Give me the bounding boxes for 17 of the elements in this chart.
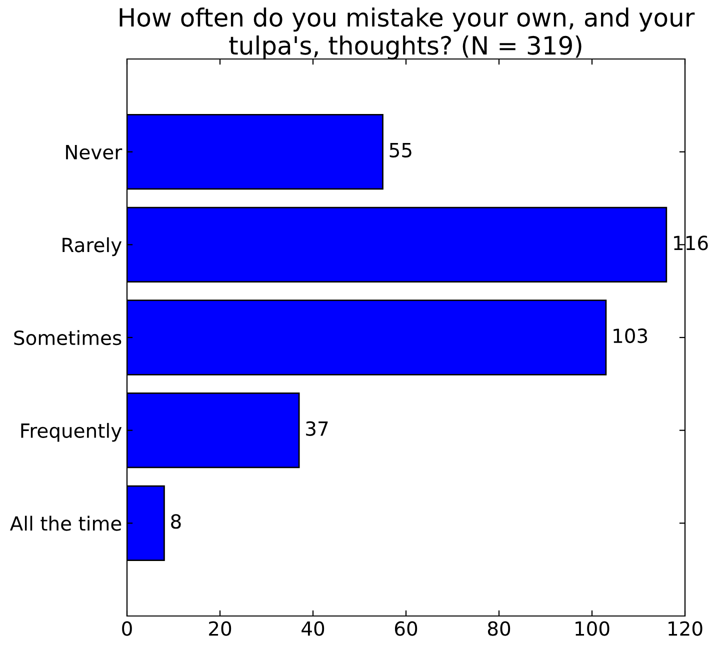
x-tick-label: 40 (302, 621, 324, 636)
x-tick-label: 0 (122, 621, 132, 636)
x-tick-label: 80 (488, 621, 510, 636)
data-label: 55 (390, 143, 412, 158)
x-tick-label: 100 (576, 621, 610, 636)
chart-title: How often do you mistake your own, and your tulpa's, thoughts? (N = 319) (120, 7, 695, 60)
x-tick-label: 60 (394, 621, 418, 636)
x-tick-label: 20 (209, 621, 232, 636)
y-tick-label: All the time (10, 516, 122, 531)
data-label: 103 (614, 328, 648, 344)
y-tick-label: Frequently (21, 422, 122, 442)
x-tick-label: 120 (668, 621, 702, 636)
y-tick-label: Never (66, 145, 122, 160)
data-label: 8 (171, 514, 181, 529)
y-tick-label: Rarely (62, 237, 122, 256)
data-label: 37 (306, 421, 328, 436)
y-tick-label: Sometimes (14, 330, 122, 346)
